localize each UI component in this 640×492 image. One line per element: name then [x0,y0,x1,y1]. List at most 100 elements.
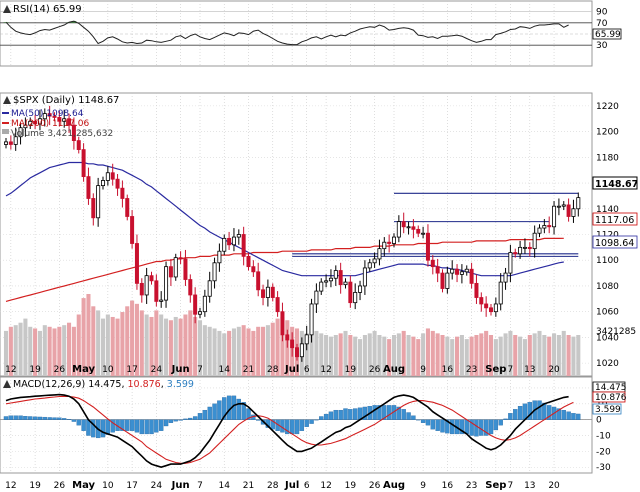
candle-body [416,228,421,234]
volume-bar [479,333,484,376]
macd-panel: 20100-10-20-30 MACD(12,26,9) 14.475, 10.… [0,376,627,474]
macd-hist-bar [440,419,445,433]
macd-hist-bar [100,419,106,438]
volume-bar [13,325,18,376]
volume-bar [542,335,547,376]
candle-body [144,275,149,296]
candle-body [246,255,251,268]
volume-bar [42,325,47,376]
candle-body [542,225,547,229]
volume-bar [134,303,139,376]
macd-hist-bar [343,408,348,420]
macd-hist-bar [32,416,38,420]
candle-body [411,226,416,230]
candle-body [33,120,38,125]
price-icon [3,96,11,104]
macd-value-tag: 14.475 [595,383,627,393]
macd-line [5,393,569,469]
x-tick-label: 13 [524,365,535,375]
macd-hist-bar [474,419,479,437]
rsi-label: RSI(14) [13,4,50,15]
macd-hist-bar [222,397,227,420]
macd-hist-bar [81,419,86,431]
x-tick-label: 17 [126,365,137,375]
rsi-scale-label: 30 [596,41,608,51]
volume-bar [28,326,33,376]
ma200-value-tag: 1117.06 [595,215,634,226]
x-tick-label-bottom: Aug [383,480,405,491]
candle-body [173,257,178,278]
candle-body [518,246,523,255]
volume-bar [406,335,411,376]
candle-body [391,236,396,244]
volume-bar [202,325,207,376]
candle-body [285,334,290,341]
volume-bar [440,335,445,376]
volume-bar [193,316,198,376]
volume-bar [91,306,96,376]
x-tick-label: 10 [102,365,114,375]
candle-body [338,270,343,286]
macd-hist-bar [483,419,489,436]
volume-bar [231,328,236,376]
macd-hist-bar [149,419,154,435]
macd-scale-label: -20 [596,447,611,457]
candle-body [488,307,493,313]
candle-body [358,285,363,293]
x-tick-label-bottom: 7 [197,481,203,491]
macd-hist-bar [406,412,411,420]
volume-bar [493,339,498,376]
volume-bar [188,310,193,376]
rsi-last-value-tag: 65.99 [592,28,622,40]
price-tags: 1148.67 1117.06 1098.64 3421285 [592,176,638,337]
macd-hist-bar [76,419,81,426]
volume-bar [333,335,338,376]
candle-body [309,303,314,336]
volume-bar [57,326,62,376]
macd-hist-bar [241,402,246,420]
volume-bar [372,330,377,376]
volume-bar [115,318,120,376]
candle-body [197,311,202,315]
candle-body [188,279,193,296]
x-tick-label-bottom: 6 [304,481,310,491]
macd-hist-bar [319,416,324,420]
volume-label: Volume 3,421,285,632 [11,129,113,139]
volume-bar [430,330,435,376]
candle-body [440,272,445,289]
macd-hist-bar [207,406,212,420]
macd-hist-bar [256,419,261,421]
volume-bar [561,330,566,376]
candle-body [37,118,42,125]
candle-body [387,241,392,244]
price-scale-label: 1120 [596,231,619,241]
macd-hist-bar [3,416,9,420]
volume-bar [445,336,450,376]
volume-bar [566,335,571,376]
x-tick-label: 28 [267,365,279,375]
macd-hist-bar [197,413,203,420]
rsi-value: 65.99 [53,4,82,15]
candle-body [290,339,295,349]
volume-bar [270,322,275,376]
volume-bar [164,318,169,376]
rsi-icon [3,5,11,13]
candle-body [294,347,299,358]
x-tick-label-bottom: 19 [29,481,41,491]
candle-body [241,234,246,257]
volume-bar [212,328,217,376]
candle-body [42,113,47,120]
price-scale-label: 1060 [596,308,619,318]
volume-bar [23,318,28,376]
x-tick-label-bottom: 26 [369,481,381,491]
volume-bar [571,336,576,376]
macd-hist-bar [377,405,382,420]
macd-legend: MACD(12,26,9) 14.475, 10.876, 3.599 [3,379,194,390]
x-tick-label-bottom: May [72,480,95,491]
macd-hist-bar [464,419,469,435]
price-scale-label: 1220 [596,102,619,112]
volume-bar [309,335,314,376]
macd-hist-bar [556,408,562,420]
macd-hist-bar [299,419,305,431]
volume-bar [236,326,241,376]
